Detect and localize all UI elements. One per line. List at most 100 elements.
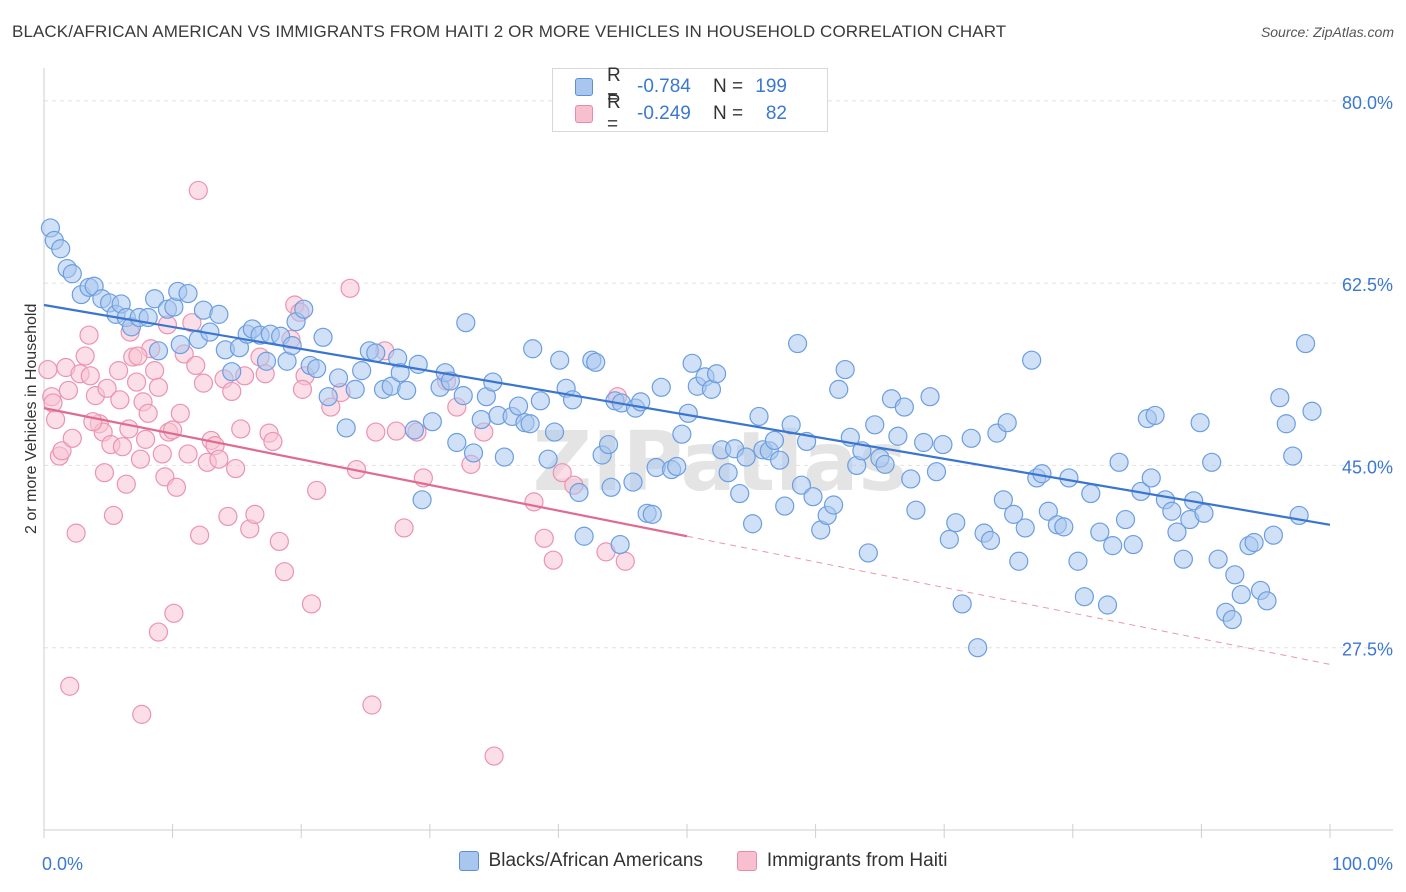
data-point-black: [946, 513, 966, 533]
y-tick-label: 45.0%: [1342, 457, 1393, 477]
data-point-black: [520, 414, 540, 434]
data-point-haiti: [274, 562, 295, 582]
data-point-haiti: [130, 449, 151, 469]
data-point-haiti: [80, 366, 100, 386]
trend-line-haiti: [43, 407, 688, 538]
data-point-black: [1208, 549, 1228, 569]
data-point-black: [901, 469, 921, 489]
data-point-black: [62, 264, 82, 284]
legend-n-label: N =: [713, 103, 744, 124]
chart-title: BLACK/AFRICAN AMERICAN VS IMMIGRANTS FRO…: [12, 22, 1007, 41]
data-point-haiti: [245, 504, 265, 524]
data-point-haiti: [38, 359, 58, 380]
legend-item-haiti[interactable]: Immigrants from Haiti: [736, 850, 947, 872]
data-point-black: [706, 364, 727, 384]
data-point-black: [1004, 504, 1024, 524]
data-point-black: [586, 352, 606, 372]
legend-n-value: 199: [755, 76, 787, 97]
data-point-black: [1054, 517, 1074, 537]
data-point-black: [508, 396, 529, 416]
data-point-haiti: [340, 278, 360, 298]
data-point-black: [307, 358, 327, 379]
data-point-haiti: [45, 409, 66, 430]
data-point-black: [1103, 536, 1123, 556]
data-point-haiti: [552, 463, 572, 483]
data-point-black: [1167, 522, 1187, 542]
legend-r-value: -0.784: [637, 76, 691, 97]
data-point-haiti: [119, 419, 139, 439]
data-point-haiti: [97, 378, 117, 398]
data-point-black: [170, 334, 190, 355]
y-tick-label: 27.5%: [1342, 640, 1393, 660]
data-point-black: [926, 462, 947, 482]
data-point-black: [404, 420, 424, 440]
data-point-haiti: [182, 313, 202, 333]
data-point-black: [440, 371, 460, 391]
data-point-black: [1097, 595, 1118, 615]
legend-item-black[interactable]: Blacks/African Americans: [458, 850, 703, 872]
data-point-black: [939, 529, 959, 549]
data-point-black: [742, 514, 763, 534]
data-point-black: [824, 495, 844, 515]
data-point-haiti: [269, 531, 289, 552]
data-point-black: [914, 432, 934, 453]
data-point-black: [1222, 609, 1242, 630]
data-point-black: [447, 432, 467, 453]
x-tick-label: 0.0%: [42, 854, 83, 874]
data-point-black: [623, 472, 643, 492]
data-point-black: [397, 380, 417, 401]
y-tick-label: 62.5%: [1342, 275, 1393, 295]
data-point-black: [764, 430, 785, 451]
data-point-haiti: [62, 428, 82, 448]
data-point-black: [1202, 452, 1222, 472]
legend-label-black: Blacks/African Americans: [488, 850, 703, 871]
data-point-haiti: [484, 746, 504, 766]
data-point-black: [366, 343, 386, 363]
data-point-black: [538, 449, 558, 469]
data-point-black: [1270, 388, 1290, 408]
data-point-black: [933, 434, 953, 455]
correlation-legend: R = -0.784 N = 199 R = -0.249 N = 82: [552, 65, 828, 135]
trend-line-haiti-extension: [686, 535, 1331, 665]
data-point-black: [550, 350, 570, 370]
x-tick-label: 100.0%: [1332, 854, 1393, 874]
data-point-black: [336, 418, 356, 438]
chart-source: Source: ZipAtlas.com: [1260, 24, 1394, 40]
legend-swatch-black: [458, 851, 479, 871]
data-point-haiti: [394, 518, 414, 538]
data-point-black: [313, 327, 333, 347]
data-point-black: [968, 638, 988, 658]
data-point-black: [672, 424, 692, 444]
data-point-black: [1022, 350, 1042, 370]
data-point-haiti: [209, 449, 229, 469]
data-point-haiti: [52, 441, 72, 461]
data-point-haiti: [135, 429, 156, 449]
data-point-haiti: [110, 390, 130, 410]
data-point-black: [544, 422, 565, 442]
data-point-black: [523, 339, 543, 359]
data-point-haiti: [94, 463, 115, 483]
data-point-black: [1145, 405, 1165, 426]
data-point-haiti: [166, 477, 187, 497]
data-point-black: [148, 341, 169, 361]
data-point-haiti: [138, 403, 158, 423]
data-point-black: [601, 477, 621, 497]
data-point-black: [865, 415, 885, 435]
data-point-black: [1081, 483, 1101, 504]
data-point-black: [803, 487, 823, 507]
data-point-haiti: [190, 525, 210, 545]
tick-labels: 80.0% 62.5% 45.0% 27.5% 0.0% 100.0%: [42, 93, 1393, 874]
data-point-black: [769, 450, 790, 470]
data-point-haiti: [128, 346, 148, 366]
data-point-black: [1068, 551, 1088, 571]
data-point-haiti: [164, 603, 184, 623]
data-point-black: [328, 368, 349, 388]
trend-line-black: [43, 303, 1331, 526]
data-point-black: [1263, 525, 1284, 545]
legend-n-label: N =: [713, 76, 744, 97]
legend-r-label: R =: [607, 92, 621, 135]
data-point-black: [1038, 501, 1058, 521]
data-point-haiti: [193, 373, 214, 393]
data-point-black: [463, 443, 484, 463]
data-point-black: [829, 379, 849, 399]
